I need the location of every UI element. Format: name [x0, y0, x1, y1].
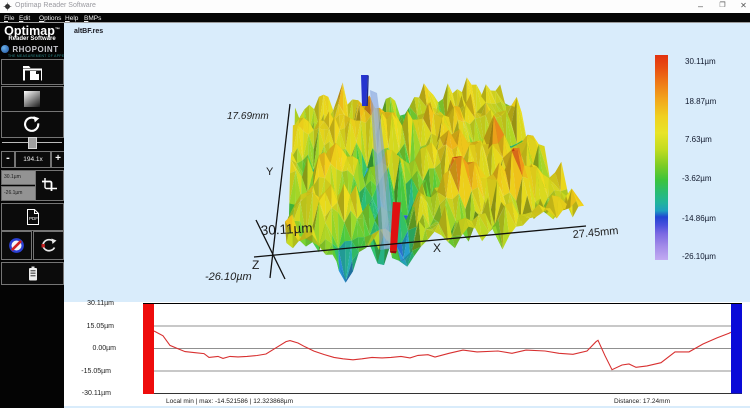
svg-text:27.45mm: 27.45mm [572, 225, 619, 241]
svg-text:17.69mm: 17.69mm [227, 111, 269, 122]
svg-text:Y: Y [266, 166, 274, 178]
svg-text:Z: Z [252, 258, 259, 272]
svg-text:30.11µm: 30.11µm [260, 220, 313, 238]
svg-text:PDF: PDF [29, 216, 38, 221]
svg-text:-26.10µm: -26.10µm [205, 271, 252, 283]
svg-text:X: X [433, 241, 441, 255]
